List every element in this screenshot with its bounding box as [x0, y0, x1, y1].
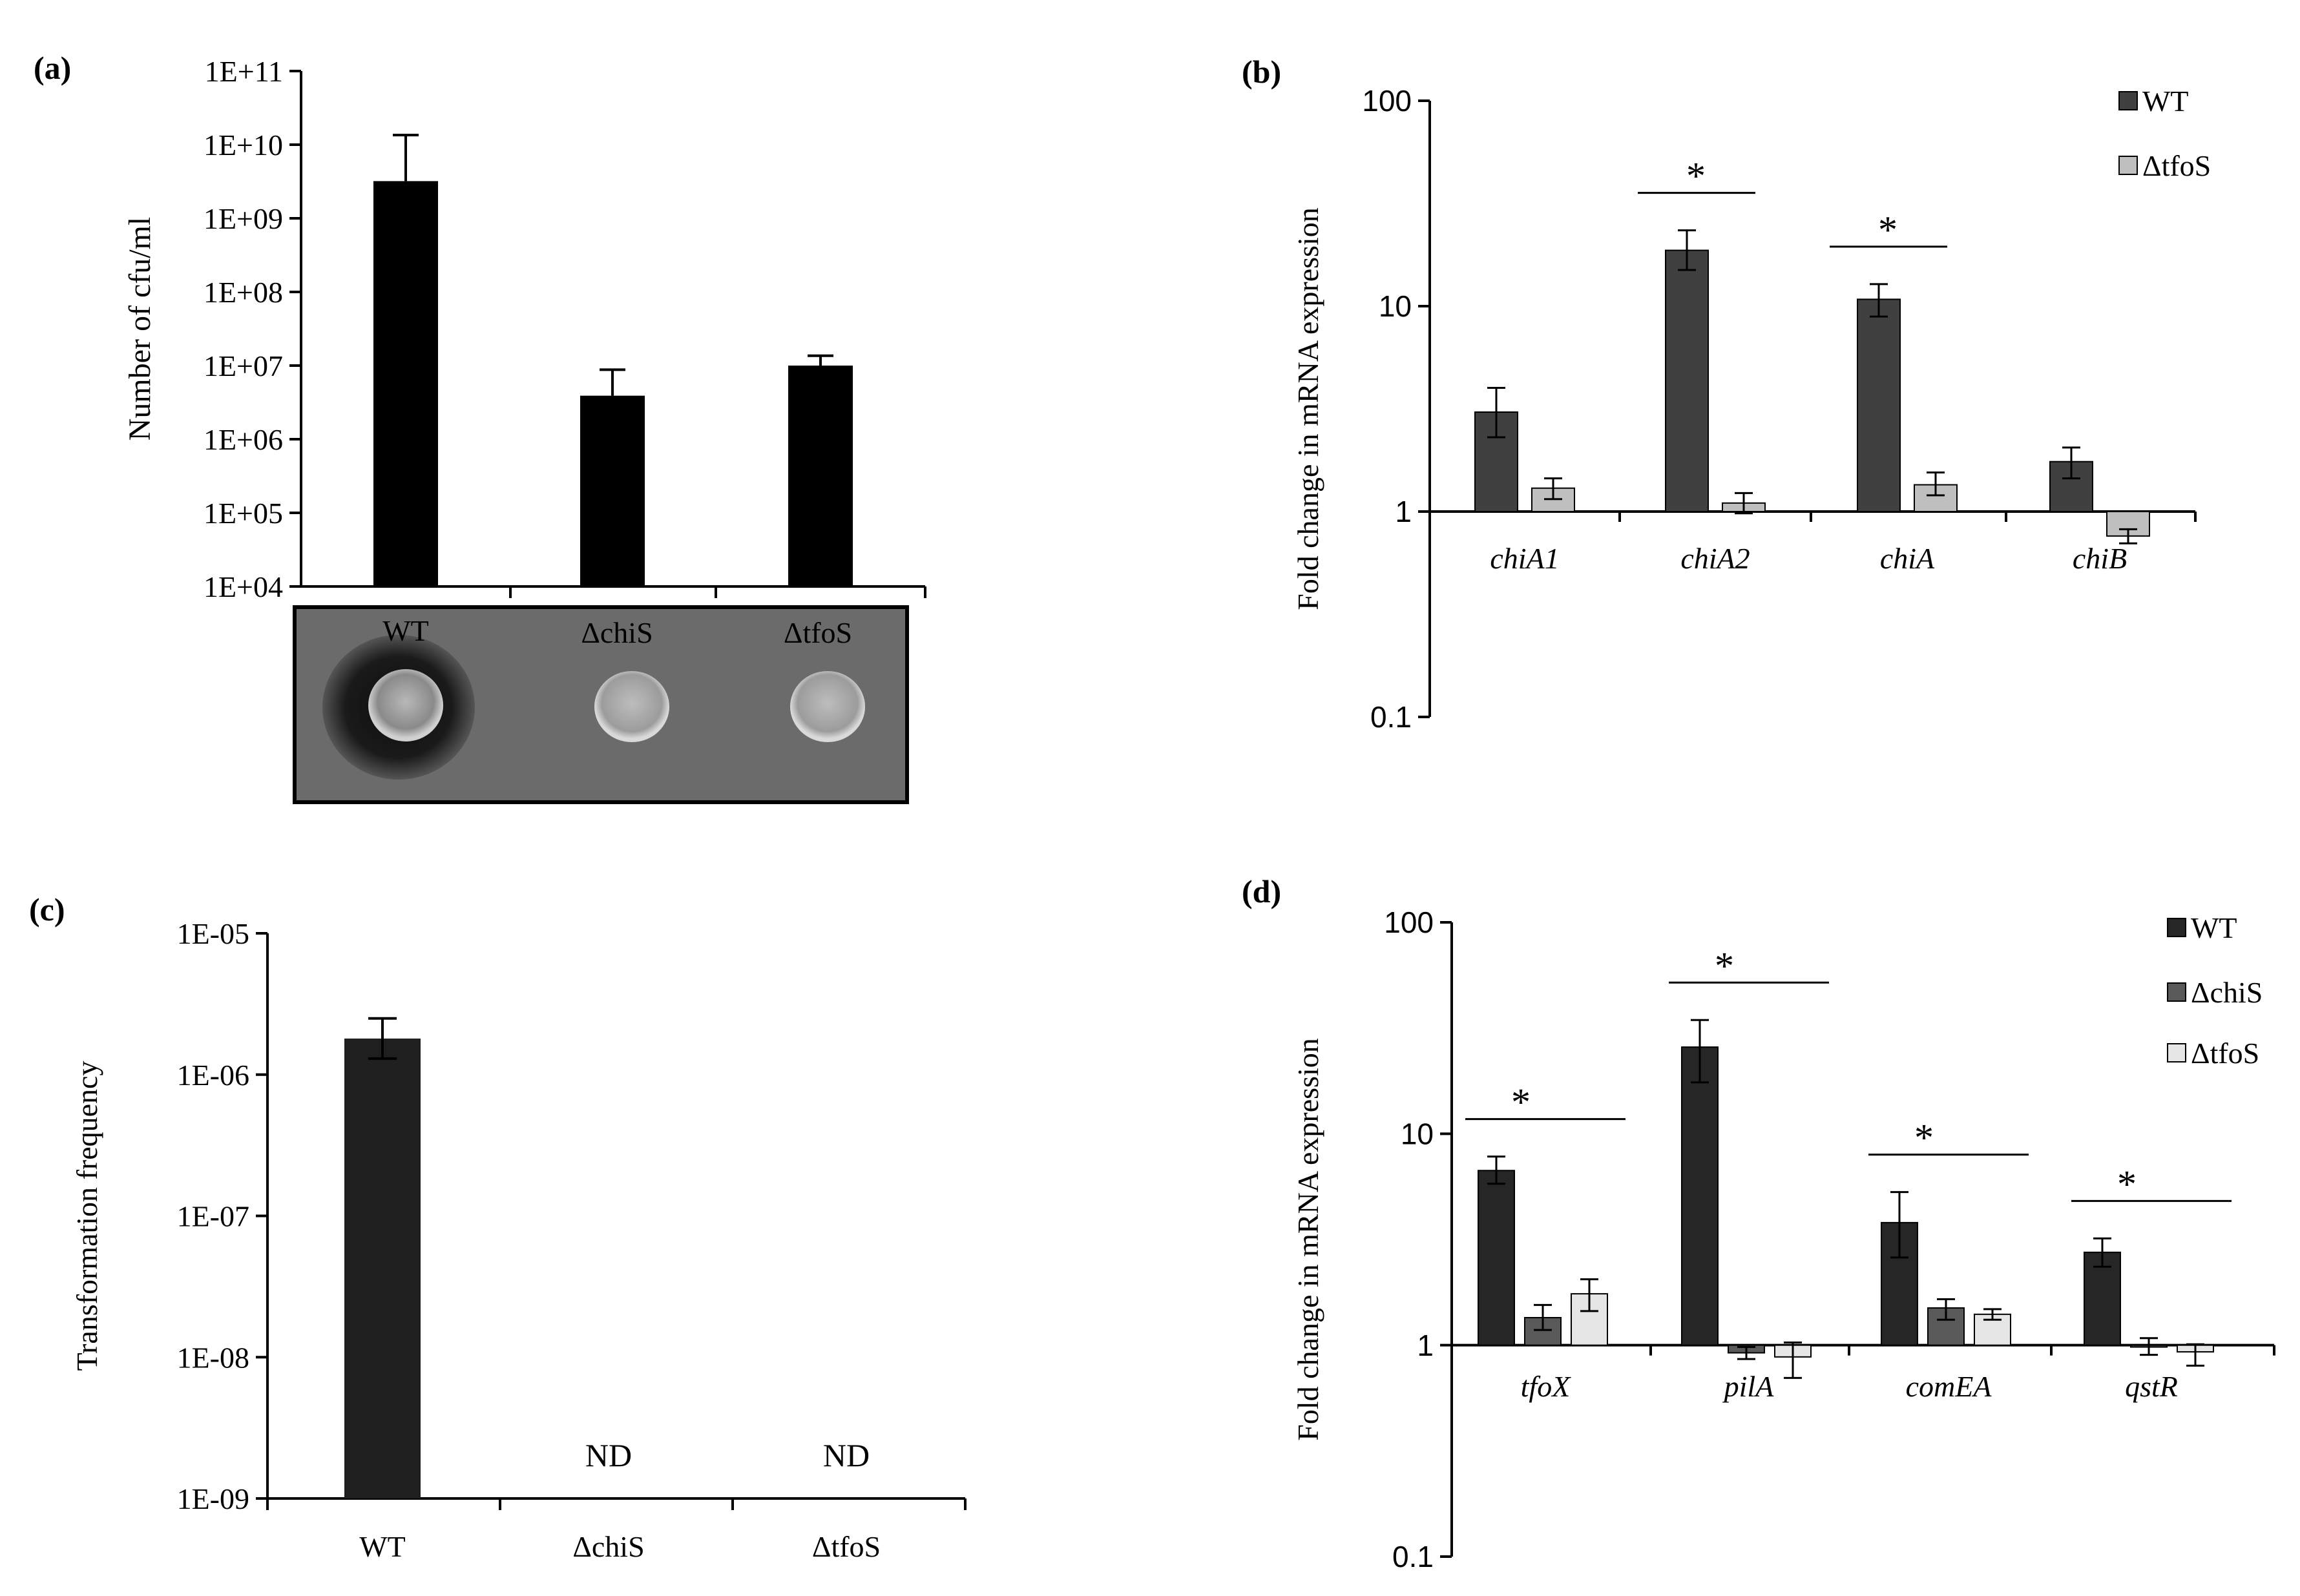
significance-star: * [1878, 209, 1898, 251]
plate-colony-tfos [790, 671, 865, 742]
x-tick-label: chiA1 [1490, 542, 1559, 575]
plate-label-chis: ΔchiS [581, 616, 653, 649]
x-tick-label: comEA [1906, 1370, 1992, 1403]
y-tick-label: 10 [1401, 1117, 1434, 1150]
y-axis-title: Fold change in mRNA expression [1291, 207, 1324, 610]
plate-label-wt: WT [382, 614, 429, 647]
panel-label-d: (d) [1242, 873, 1281, 909]
bar-WT-tfoX [1478, 1170, 1515, 1346]
y-tick-label: 1E-09 [177, 1482, 249, 1515]
x-tick-label: ΔchiS [572, 1530, 644, 1563]
bar-annotation: ND [585, 1437, 632, 1473]
y-tick-label: 1 [1395, 495, 1412, 528]
x-tick-label: chiA2 [1680, 542, 1750, 575]
y-axis-title: Number of cfu/ml [123, 217, 157, 441]
legend-swatch-1 [2118, 156, 2138, 175]
significance-star: * [2117, 1163, 2137, 1205]
panel-label-a: (a) [34, 50, 71, 86]
x-tick-label: tfoX [1521, 1370, 1572, 1403]
bar-WT-chiA [1857, 298, 1901, 512]
bar-0 [373, 181, 438, 586]
bar-WT-qstR [2084, 1251, 2121, 1346]
significance-star: * [1686, 155, 1706, 198]
chart-a: 1E+04 1E+05 1E+06 1E+07 1E+08 1E+09 1E+10 1E+11… [123, 55, 926, 603]
y-tick-label: 1E+06 [204, 423, 283, 456]
significance-star: * [1715, 944, 1734, 987]
y-tick-label: 1E+10 [204, 129, 283, 161]
legend-swatch-1 [2167, 982, 2186, 1002]
y-tick-label: 1E-06 [177, 1059, 249, 1092]
y-tick-label: 10 [1379, 289, 1412, 323]
chart-c: 1E-09 1E-08 1E-07 1E-06 1E-05 Transformation … [70, 917, 967, 1563]
plate-photo: WT ΔchiS ΔtfoS [293, 605, 909, 804]
bar-annotation: ND [823, 1437, 870, 1473]
y-tick-label: 1E-08 [177, 1341, 249, 1374]
significance-star: * [1511, 1081, 1531, 1124]
y-axis-title: Fold change in mRNA expression [1291, 1038, 1324, 1441]
y-axis-title: Transformation frequency [70, 1061, 103, 1371]
bar-0 [344, 1038, 421, 1498]
y-tick-label: 1 [1417, 1329, 1434, 1362]
y-tick-label: 1E+08 [204, 276, 283, 309]
y-tick-label: 100 [1384, 906, 1434, 939]
legend-swatch-0 [2167, 918, 2186, 937]
bar-1 [580, 395, 645, 586]
legend-label-2: ΔtfoS [2191, 1037, 2259, 1070]
plate-colony-wt [368, 669, 443, 741]
bar-WT-pilA [1681, 1046, 1719, 1346]
y-tick-label: 1E+07 [204, 349, 283, 382]
x-tick-label: chiB [2073, 542, 2127, 575]
plate-colony-chis [594, 671, 669, 742]
significance-star: * [1914, 1117, 1934, 1159]
legend-label-1: ΔchiS [2191, 976, 2263, 1009]
chart-d: 0.1 1 10 100 Fold change in mRNA expression t… [1291, 906, 2275, 1573]
legend-swatch-0 [2118, 91, 2138, 110]
x-tick-label: pilA [1722, 1370, 1775, 1403]
bar-2 [788, 366, 853, 586]
y-tick-label: 1E+11 [205, 55, 283, 88]
y-tick-label: 1E+05 [204, 497, 283, 530]
y-tick-label: 0.1 [1392, 1540, 1434, 1573]
y-tick-label: 1E-05 [177, 917, 249, 950]
legend-label-0: WT [2191, 911, 2237, 944]
y-tick-label: 1E+04 [204, 570, 283, 603]
legend-label-0: WT [2142, 85, 2189, 118]
y-tick-label: 1E-07 [177, 1200, 249, 1233]
y-tick-label: 0.1 [1370, 700, 1412, 734]
bar-WT-chiA2 [1665, 249, 1709, 512]
chart-b: 0.1 1 10 100 Fold change in mRNA expression c… [1291, 84, 2211, 734]
y-tick-label: 100 [1362, 84, 1412, 118]
x-tick-label: WT [359, 1530, 406, 1563]
y-tick-label: 1E+09 [204, 202, 283, 235]
x-tick-label: qstR [2125, 1370, 2178, 1403]
legend-label-1: ΔtfoS [2142, 149, 2211, 182]
plate-label-tfos: ΔtfoS [784, 616, 852, 649]
x-tick-label: ΔtfoS [812, 1530, 881, 1563]
panel-label-b: (b) [1242, 54, 1281, 90]
legend-swatch-2 [2167, 1043, 2186, 1062]
x-tick-label: chiA [1880, 542, 1935, 575]
panel-label-c: (c) [29, 891, 65, 928]
